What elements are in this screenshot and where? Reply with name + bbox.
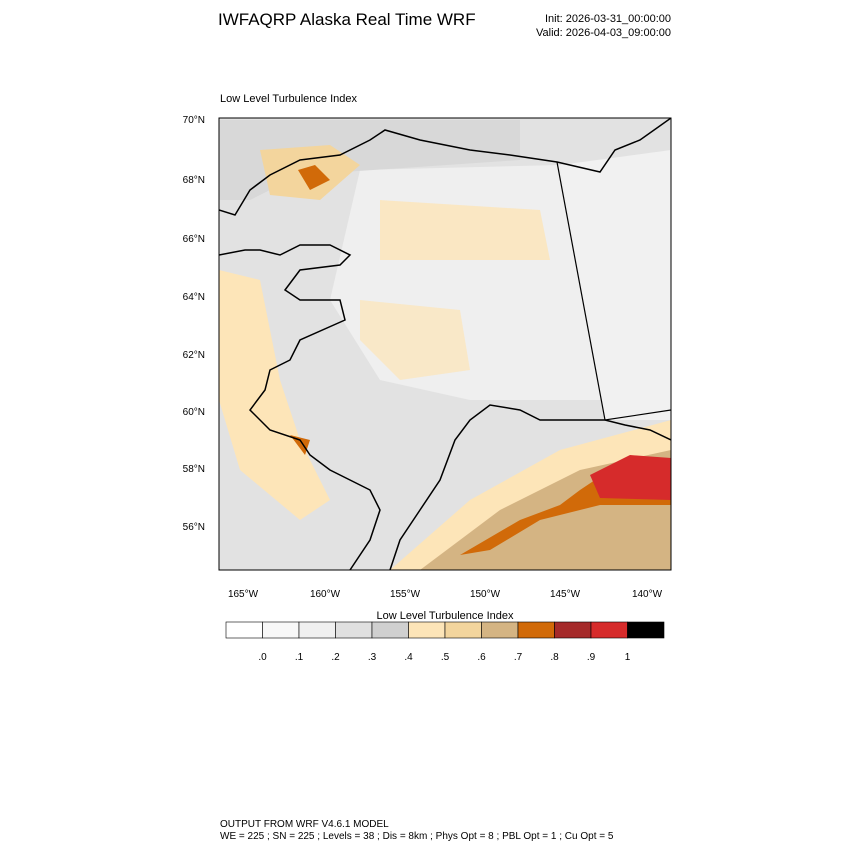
init-time: Init: 2026-03-31_00:00:00 <box>545 13 671 25</box>
valid-time: Valid: 2026-04-03_09:00:00 <box>536 27 671 39</box>
map <box>219 118 671 570</box>
colorbar-label: .8 <box>550 652 559 663</box>
map-subtitle: Low Level Turbulence Index <box>220 93 357 105</box>
footer-line: WE = 225 ; SN = 225 ; Levels = 38 ; Dis … <box>220 831 614 842</box>
lat-label: 60°N <box>183 407 205 418</box>
lat-label: 66°N <box>183 234 205 245</box>
colorbar-label: .5 <box>441 652 450 663</box>
colorbar-label: .2 <box>331 652 340 663</box>
lat-label: 64°N <box>183 292 205 303</box>
lon-label: 165°W <box>228 589 259 600</box>
lon-label: 150°W <box>470 589 501 600</box>
lon-label: 160°W <box>310 589 341 600</box>
colorbar-label: .6 <box>477 652 486 663</box>
lat-label: 56°N <box>183 522 205 533</box>
colorbar-title: Low Level Turbulence Index <box>377 610 514 622</box>
colorbar-label: .1 <box>295 652 304 663</box>
lon-label: 145°W <box>550 589 581 600</box>
colorbar-label: 1 <box>625 652 631 663</box>
lon-label: 140°W <box>632 589 663 600</box>
lat-label: 70°N <box>183 115 205 126</box>
colorbar-label: .9 <box>587 652 596 663</box>
title: IWFAQRP Alaska Real Time WRF <box>218 10 476 29</box>
colorbar-label: .7 <box>514 652 523 663</box>
lat-label: 68°N <box>183 175 205 186</box>
colorbar-label: .0 <box>258 652 267 663</box>
lat-label: 58°N <box>183 464 205 475</box>
colorbar-label: .3 <box>368 652 377 663</box>
lon-label: 155°W <box>390 589 421 600</box>
map-frame <box>218 117 672 571</box>
lat-label: 62°N <box>183 350 205 361</box>
footer-line: OUTPUT FROM WRF V4.6.1 MODEL <box>220 819 389 830</box>
colorbar <box>225 621 665 639</box>
colorbar-label: .4 <box>404 652 413 663</box>
